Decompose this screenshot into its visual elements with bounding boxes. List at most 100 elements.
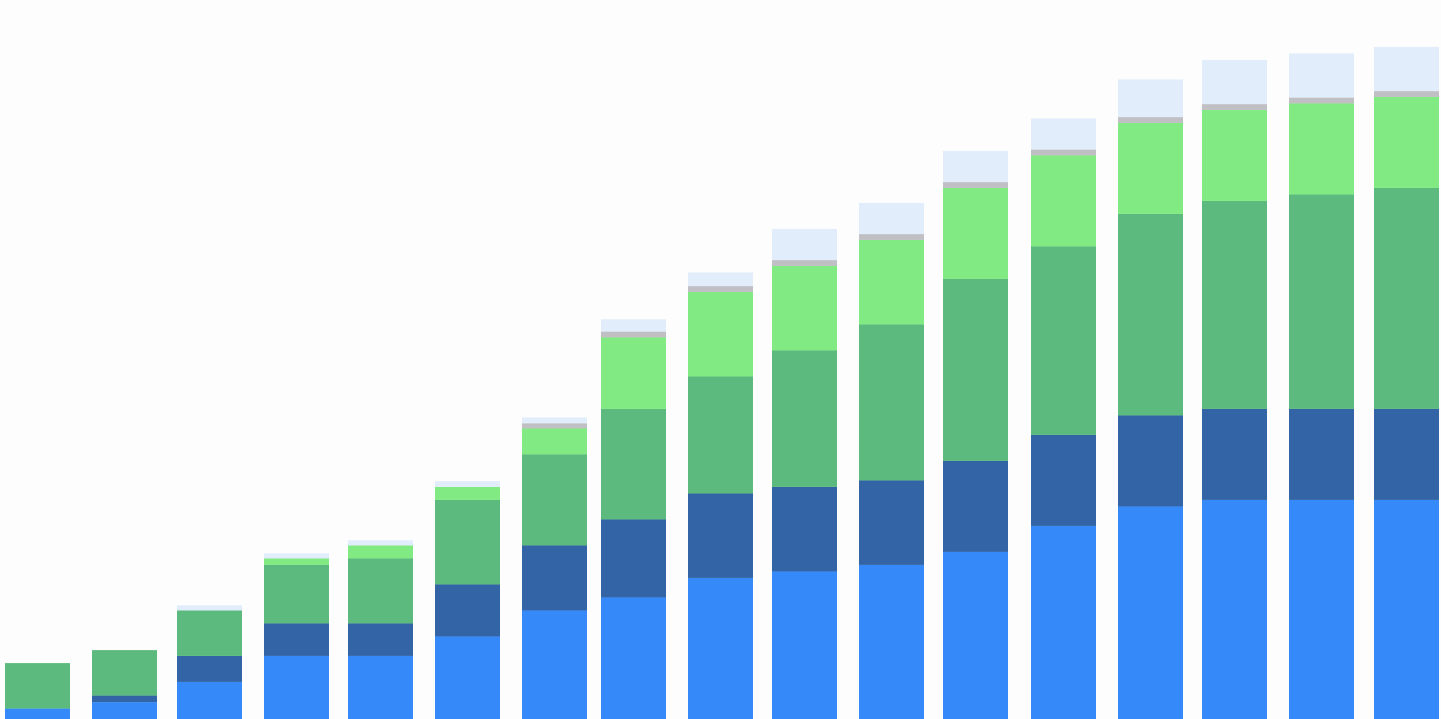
bar-segment — [1374, 499, 1439, 719]
bar-segment — [1118, 122, 1183, 214]
bar-stack — [772, 228, 837, 719]
bar-stack — [92, 650, 157, 719]
bar-segment — [1202, 109, 1267, 201]
bar-segment — [772, 260, 837, 266]
bar-segment — [859, 480, 924, 565]
bar-stack — [264, 553, 329, 719]
bar-segment — [1202, 59, 1267, 105]
bar-segment — [5, 708, 70, 719]
bar-segment — [859, 324, 924, 481]
bar-segment — [688, 493, 753, 578]
bar-segment — [177, 610, 242, 656]
bar-segment — [1374, 96, 1439, 188]
bar-segment — [92, 702, 157, 719]
bar-segment — [943, 182, 1008, 188]
bar-segment — [1202, 104, 1267, 110]
bar-segment — [435, 486, 500, 500]
bar-segment — [522, 428, 587, 455]
bar-segment — [772, 265, 837, 351]
bar-segment — [348, 655, 413, 719]
bar-segment — [1374, 46, 1439, 92]
bar-segment — [1202, 200, 1267, 409]
bar-segment — [264, 623, 329, 656]
bar-segment — [92, 650, 157, 696]
bar-segment — [1118, 117, 1183, 123]
bar-segment — [1374, 91, 1439, 97]
bar-segment — [688, 577, 753, 719]
bar-segment — [348, 540, 413, 546]
bar-segment — [1289, 103, 1354, 195]
bar-segment — [772, 228, 837, 261]
bar-segment — [859, 202, 924, 235]
bar-segment — [859, 564, 924, 719]
bar-segment — [5, 663, 70, 709]
bar-segment — [772, 486, 837, 572]
bar-segment — [1374, 187, 1439, 409]
bar-segment — [1289, 499, 1354, 719]
bar-stack — [943, 150, 1008, 719]
bar-segment — [1031, 155, 1096, 247]
bar-stack — [859, 202, 924, 719]
bar-segment — [1118, 506, 1183, 719]
bar-segment — [522, 610, 587, 719]
bar-segment — [522, 423, 587, 429]
bar-segment — [943, 187, 1008, 279]
bar-segment — [688, 286, 753, 292]
bar-segment — [1202, 408, 1267, 500]
bar-segment — [601, 408, 666, 520]
bar-segment — [348, 545, 413, 559]
bar-segment — [1289, 53, 1354, 98]
bar-stack — [177, 605, 242, 719]
bar-segment — [943, 278, 1008, 461]
bar-segment — [943, 551, 1008, 719]
bar-segment — [943, 150, 1008, 183]
bar-segment — [348, 623, 413, 656]
bar-stack — [1289, 53, 1354, 719]
bar-stack — [1118, 79, 1183, 719]
bar-stack — [348, 540, 413, 719]
bar-segment — [177, 605, 242, 611]
bar-segment — [435, 499, 500, 585]
bar-segment — [1374, 408, 1439, 500]
bar-segment — [435, 584, 500, 637]
bar-segment — [601, 519, 666, 598]
bar-segment — [1031, 434, 1096, 526]
bar-segment — [522, 417, 587, 424]
bar-segment — [264, 558, 329, 565]
bar-stack — [435, 481, 500, 719]
bar-segment — [772, 571, 837, 719]
bar-segment — [1031, 149, 1096, 156]
bar-segment — [522, 454, 587, 546]
bar-segment — [435, 636, 500, 719]
bar-segment — [859, 239, 924, 325]
bar-segment — [859, 234, 924, 240]
bar-segment — [435, 481, 500, 487]
bar-segment — [1031, 246, 1096, 435]
bar-segment — [601, 319, 666, 332]
bar-segment — [688, 291, 753, 377]
bar-segment — [1118, 79, 1183, 118]
bar-stack — [688, 272, 753, 719]
bar-segment — [1289, 97, 1354, 104]
bar-segment — [348, 558, 413, 624]
bar-segment — [601, 597, 666, 719]
bar-segment — [522, 545, 587, 611]
bar-segment — [1289, 194, 1354, 409]
bar-segment — [688, 376, 753, 494]
bar-segment — [1202, 499, 1267, 719]
bar-segment — [943, 460, 1008, 552]
bar-segment — [177, 655, 242, 682]
bar-segment — [1031, 118, 1096, 150]
bar-stack — [1202, 59, 1267, 719]
bar-segment — [601, 337, 666, 409]
bar-segment — [601, 331, 666, 338]
bar-segment — [92, 695, 157, 703]
bar-segment — [772, 350, 837, 487]
bar-stack — [522, 417, 587, 719]
bar-segment — [1031, 525, 1096, 719]
bar-segment — [264, 655, 329, 719]
bar-segment — [1118, 415, 1183, 507]
bar-stack — [5, 663, 70, 719]
